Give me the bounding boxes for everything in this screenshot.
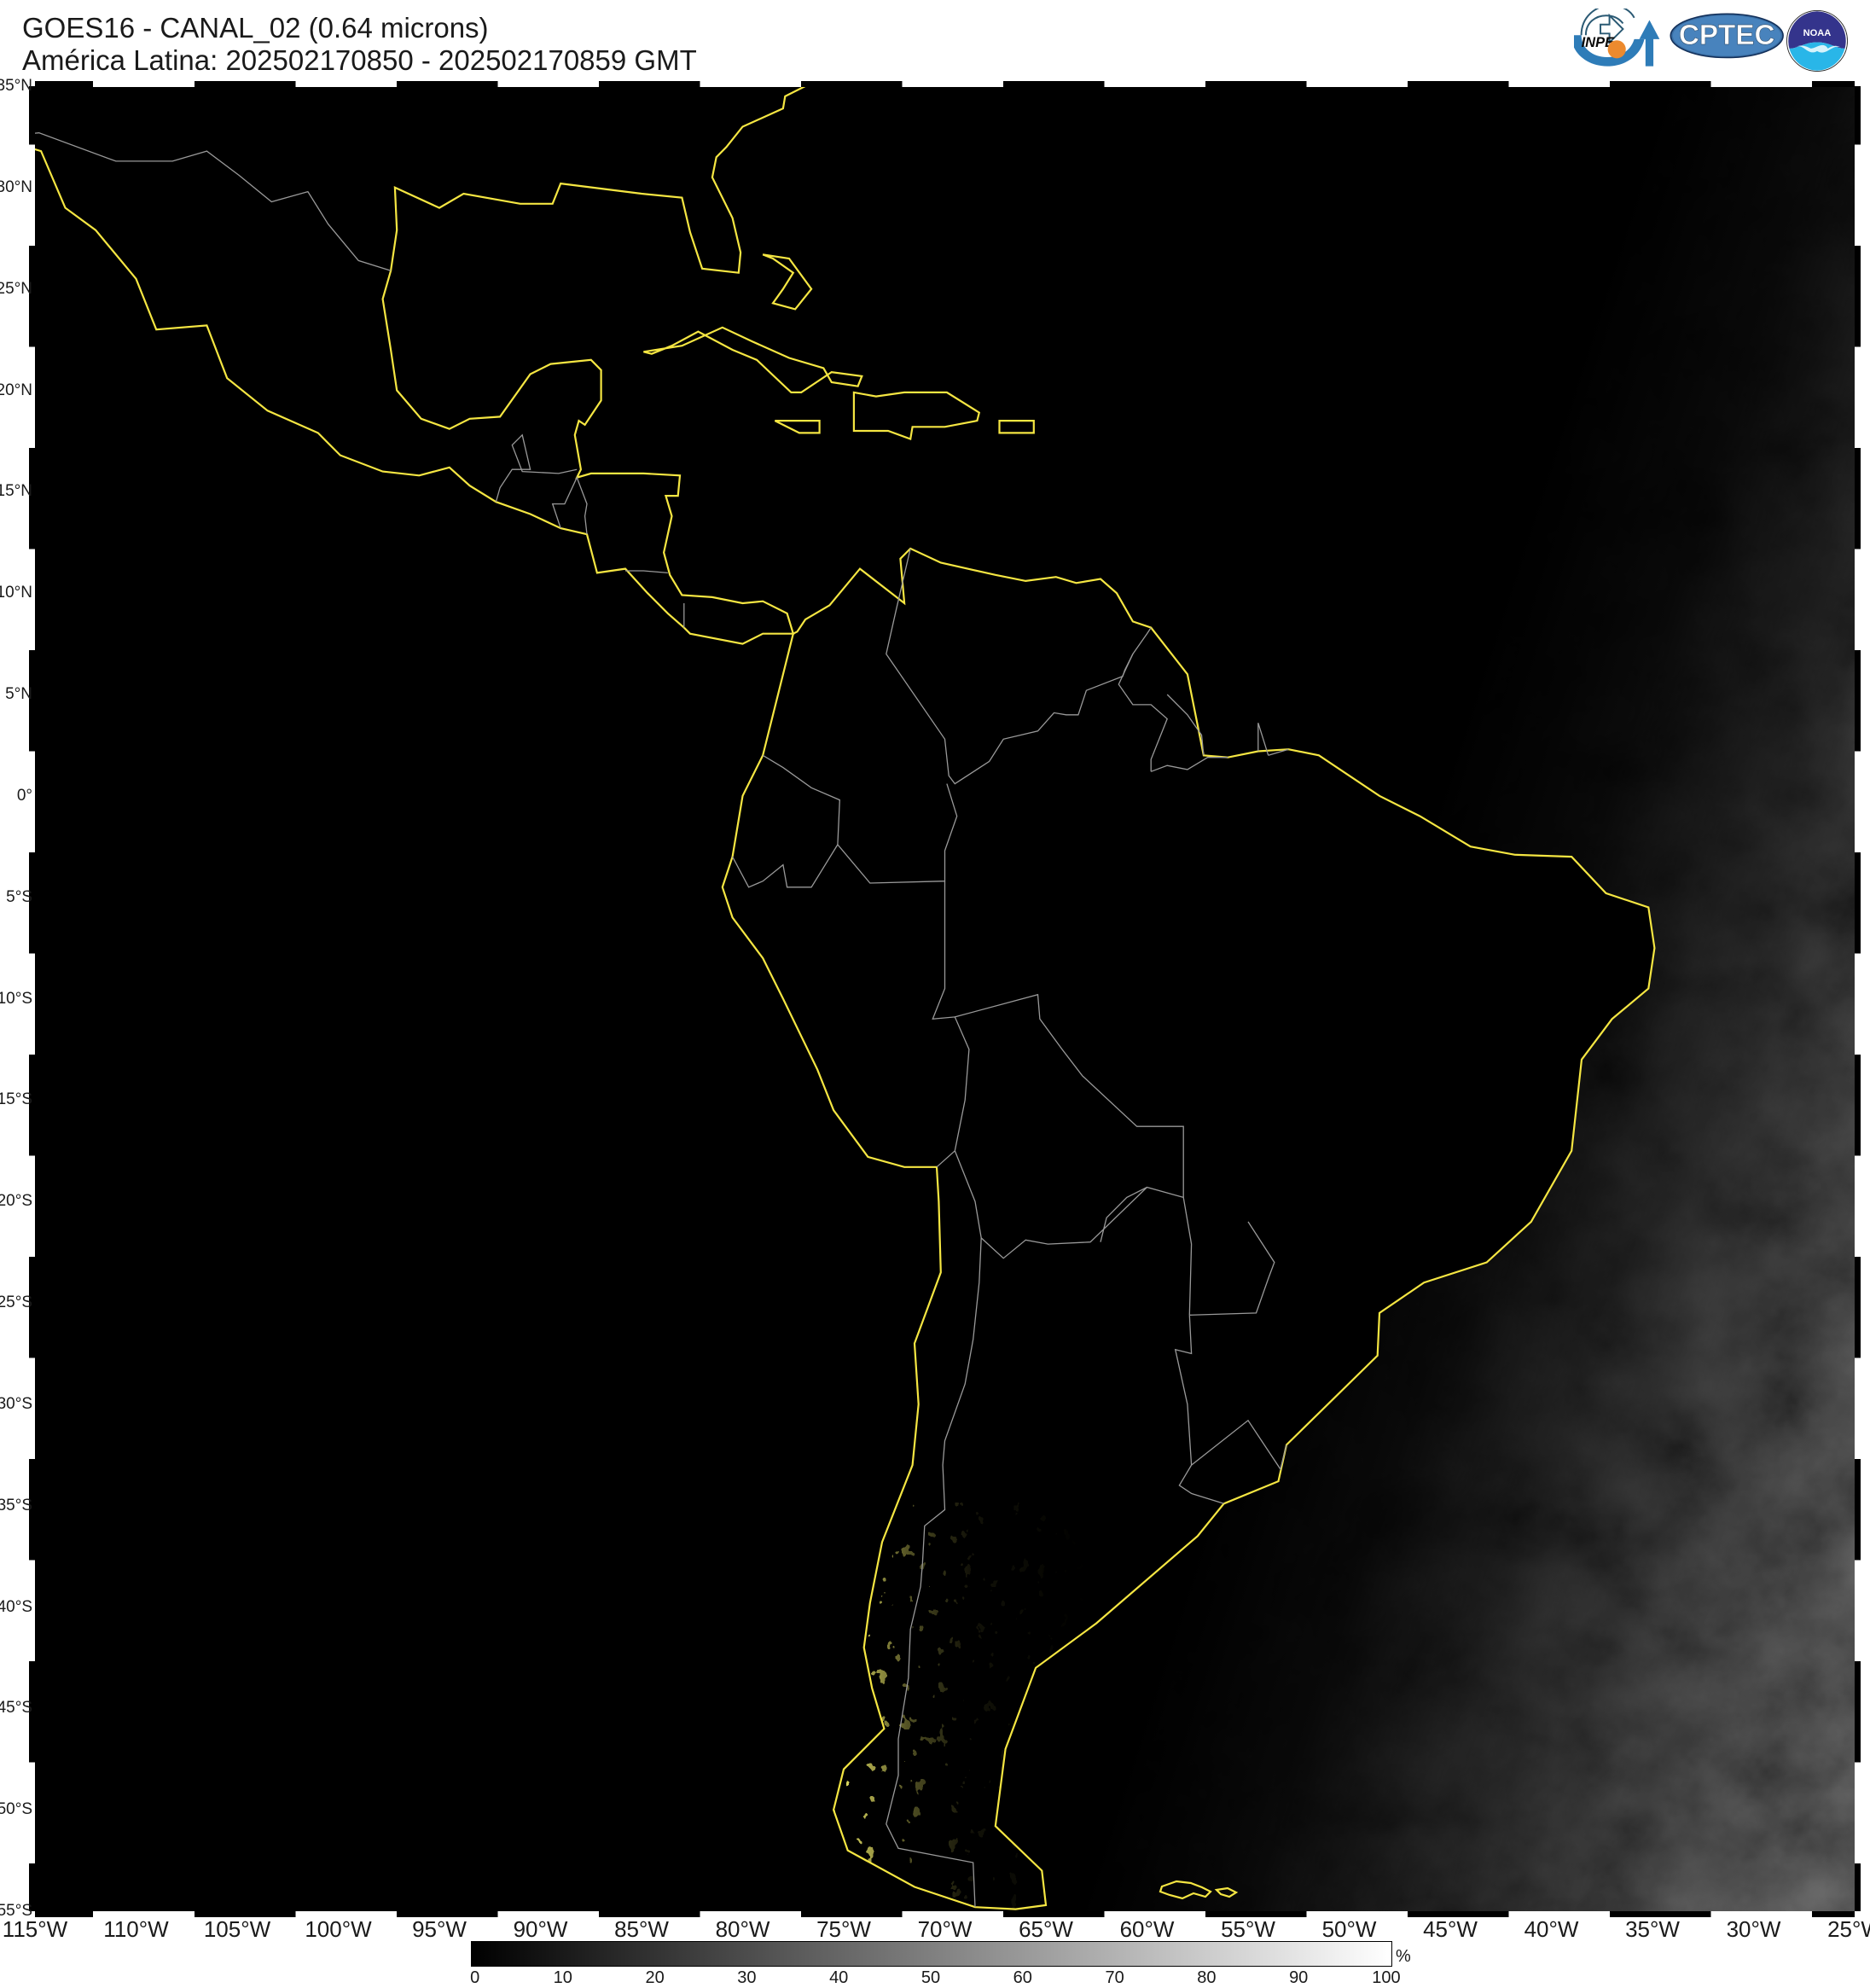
svg-text:NOAA: NOAA bbox=[1803, 28, 1832, 38]
svg-text:CPTEC: CPTEC bbox=[1679, 20, 1775, 51]
